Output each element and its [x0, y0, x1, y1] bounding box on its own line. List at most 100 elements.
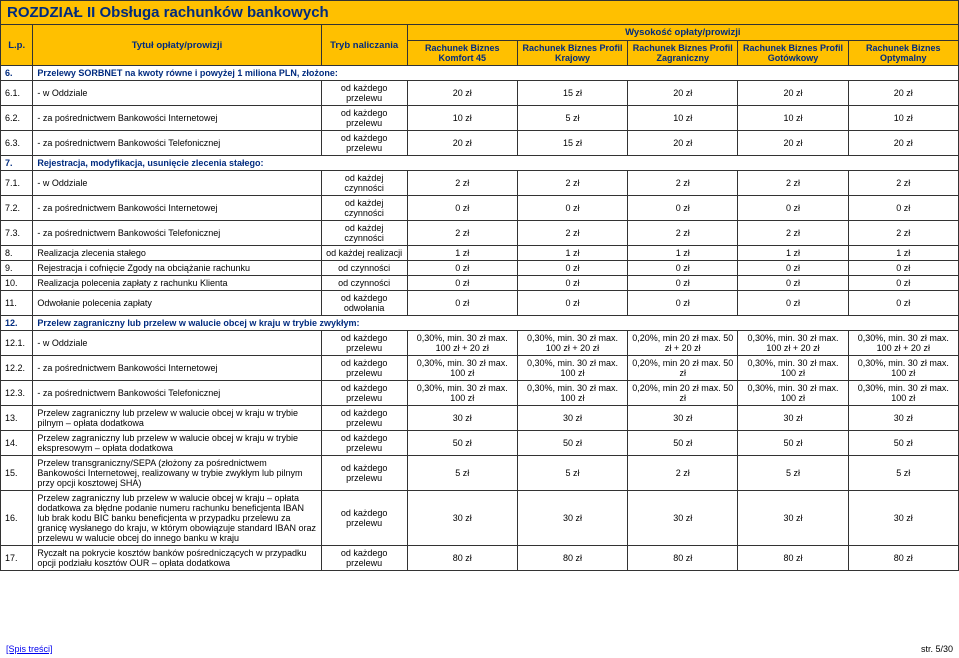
- row-lp: 12.2.: [1, 356, 33, 381]
- row-val: 0,30%, min. 30 zł max. 100 zł + 20 zł: [517, 331, 627, 356]
- row-mode: od każdego przelewu: [321, 356, 407, 381]
- row-lp: 7.1.: [1, 171, 33, 196]
- section-row-title: Przelewy SORBNET na kwoty równe i powyże…: [33, 66, 959, 81]
- row-title: Przelew zagraniczny lub przelew w waluci…: [33, 406, 321, 431]
- row-mode: od każdego przelewu: [321, 456, 407, 491]
- row-mode: od każdego przelewu: [321, 406, 407, 431]
- row-val: 2 zł: [628, 221, 738, 246]
- row-val: 5 zł: [517, 106, 627, 131]
- row-val: 2 zł: [628, 171, 738, 196]
- row-title: - za pośrednictwem Bankowości Internetow…: [33, 106, 321, 131]
- row-val: 1 zł: [628, 246, 738, 261]
- toc-link[interactable]: [Spis treści]: [6, 644, 53, 654]
- row-val: 0,20%, min 20 zł max. 50 zł + 20 zł: [628, 331, 738, 356]
- row-val: 0 zł: [848, 291, 958, 316]
- row-val: 50 zł: [628, 431, 738, 456]
- row-val: 1 zł: [738, 246, 848, 261]
- row-mode: od każdego przelewu: [321, 431, 407, 456]
- row-mode: od każdego przelewu: [321, 81, 407, 106]
- row-val: 0 zł: [517, 196, 627, 221]
- row-val: 0 zł: [517, 291, 627, 316]
- row-val: 30 zł: [517, 491, 627, 546]
- row-title: Przelew transgraniczny/SEPA (złożony za …: [33, 456, 321, 491]
- row-val: 20 zł: [738, 81, 848, 106]
- row-title: - w Oddziale: [33, 81, 321, 106]
- row-val: 20 zł: [738, 131, 848, 156]
- row-mode: od każdej realizacji: [321, 246, 407, 261]
- row-val: 30 zł: [738, 491, 848, 546]
- row-lp: 6.: [1, 66, 33, 81]
- row-val: 30 zł: [517, 406, 627, 431]
- row-val: 30 zł: [848, 406, 958, 431]
- row-lp: 17.: [1, 546, 33, 571]
- row-lp: 11.: [1, 291, 33, 316]
- row-val: 10 zł: [848, 106, 958, 131]
- row-val: 30 zł: [848, 491, 958, 546]
- row-val: 0 zł: [407, 261, 517, 276]
- row-val: 10 zł: [738, 106, 848, 131]
- row-val: 2 zł: [848, 221, 958, 246]
- row-val: 0,30%, min. 30 zł max. 100 zł: [517, 381, 627, 406]
- th-acc2: Rachunek Biznes Profil Krajowy: [517, 41, 627, 66]
- row-title: - za pośrednictwem Bankowości Telefonicz…: [33, 221, 321, 246]
- th-lp: L.p.: [1, 25, 33, 66]
- row-val: 10 zł: [407, 106, 517, 131]
- th-mode: Tryb naliczania: [321, 25, 407, 66]
- row-val: 20 zł: [407, 81, 517, 106]
- row-val: 0 zł: [848, 196, 958, 221]
- row-title: Przelew zagraniczny lub przelew w waluci…: [33, 431, 321, 456]
- row-title: - za pośrednictwem Bankowości Internetow…: [33, 196, 321, 221]
- row-mode: od każdego przelewu: [321, 381, 407, 406]
- row-mode: od czynności: [321, 276, 407, 291]
- row-mode: od każdego przelewu: [321, 491, 407, 546]
- th-acc5: Rachunek Biznes Optymalny: [848, 41, 958, 66]
- row-val: 0 zł: [848, 276, 958, 291]
- row-lp: 9.: [1, 261, 33, 276]
- row-mode: od każdego przelewu: [321, 106, 407, 131]
- row-val: 50 zł: [738, 431, 848, 456]
- row-title: - w Oddziale: [33, 331, 321, 356]
- row-val: 0 zł: [738, 261, 848, 276]
- fees-table: L.p. Tytuł opłaty/prowizji Tryb naliczan…: [0, 24, 959, 571]
- row-val: 0 zł: [628, 261, 738, 276]
- row-val: 5 zł: [517, 456, 627, 491]
- row-val: 30 zł: [738, 406, 848, 431]
- row-val: 0 zł: [517, 261, 627, 276]
- row-val: 0,30%, min. 30 zł max. 100 zł: [407, 381, 517, 406]
- section-row-title: Przelew zagraniczny lub przelew w waluci…: [33, 316, 959, 331]
- row-val: 30 zł: [628, 491, 738, 546]
- row-lp: 13.: [1, 406, 33, 431]
- row-val: 5 zł: [407, 456, 517, 491]
- row-title: - za pośrednictwem Bankowości Internetow…: [33, 356, 321, 381]
- row-title: Przelew zagraniczny lub przelew w waluci…: [33, 491, 321, 546]
- row-val: 2 zł: [517, 171, 627, 196]
- row-val: 0 zł: [517, 276, 627, 291]
- row-val: 2 zł: [407, 171, 517, 196]
- row-lp: 16.: [1, 491, 33, 546]
- row-title: - za pośrednictwem Bankowości Telefonicz…: [33, 381, 321, 406]
- row-val: 50 zł: [407, 431, 517, 456]
- row-mode: od każdego przelewu: [321, 331, 407, 356]
- row-val: 0 zł: [738, 291, 848, 316]
- row-val: 15 zł: [517, 131, 627, 156]
- row-val: 0 zł: [407, 196, 517, 221]
- row-title: Rejestracja i cofnięcie Zgody na obciąża…: [33, 261, 321, 276]
- row-val: 0 zł: [628, 196, 738, 221]
- row-val: 20 zł: [628, 81, 738, 106]
- row-lp: 6.3.: [1, 131, 33, 156]
- row-mode: od czynności: [321, 261, 407, 276]
- row-val: 2 zł: [407, 221, 517, 246]
- row-lp: 14.: [1, 431, 33, 456]
- row-val: 80 zł: [628, 546, 738, 571]
- row-val: 20 zł: [848, 131, 958, 156]
- row-val: 20 zł: [628, 131, 738, 156]
- th-acc1: Rachunek Biznes Komfort 45: [407, 41, 517, 66]
- row-val: 30 zł: [407, 491, 517, 546]
- row-val: 30 zł: [628, 406, 738, 431]
- row-lp: 12.3.: [1, 381, 33, 406]
- section-title: ROZDZIAŁ II Obsługa rachunków bankowych: [0, 0, 959, 24]
- section-row-title: Rejestracja, modyfikacja, usunięcie zlec…: [33, 156, 959, 171]
- row-mode: od każdej czynności: [321, 196, 407, 221]
- row-title: Realizacja zlecenia stałego: [33, 246, 321, 261]
- row-val: 0,20%, min 20 zł max. 50 zł: [628, 381, 738, 406]
